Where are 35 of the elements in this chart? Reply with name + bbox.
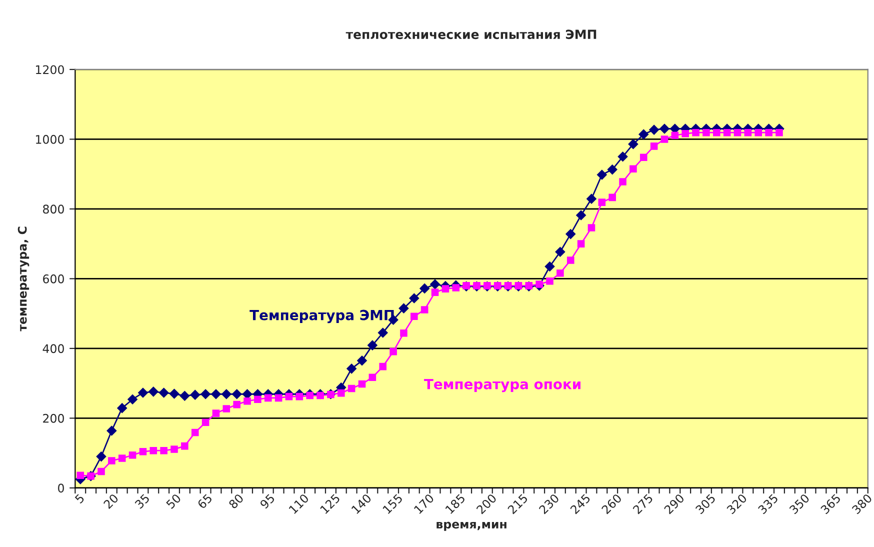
x-tick-label: 380 (851, 493, 872, 514)
x-tick-label: 5 (74, 494, 85, 504)
x-tick-label: 200 (476, 493, 498, 514)
y-tick-label: 600 (43, 274, 64, 284)
y-tick-label: 1000 (36, 134, 64, 144)
x-tick-label: 305 (694, 494, 716, 514)
y-tick-label: 800 (43, 204, 64, 214)
x-tick-label: 20 (103, 493, 119, 510)
x-tick-label: 35 (134, 494, 150, 510)
x-tick-label: 80 (228, 493, 244, 510)
x-axis-title: время,мин (436, 522, 506, 531)
x-tick-label: 170 (414, 493, 434, 514)
x-tick-label: 125 (320, 494, 340, 514)
x-tick-label: 65 (196, 494, 213, 510)
y-tick-label: 1200 (36, 65, 64, 74)
y-tick-label: 400 (42, 344, 64, 354)
x-tick-label: 365 (820, 494, 842, 514)
y-tick-label: 0 (58, 484, 64, 493)
x-tick-label: 155 (382, 494, 403, 514)
y-tick-label: 200 (43, 414, 64, 423)
x-tick-label: 95 (259, 494, 276, 510)
x-tick-label: 320 (726, 493, 748, 514)
x-tick-label: 350 (788, 493, 810, 514)
x-tick-label: 290 (664, 493, 685, 514)
x-tick-label: 110 (288, 493, 310, 514)
x-tick-label: 140 (351, 493, 372, 514)
x-tick-label: 185 (444, 494, 466, 514)
text: Температура опоки (424, 379, 580, 392)
x-tick-label: 260 (601, 493, 622, 514)
x-tick-label: 50 (166, 493, 182, 510)
y-axis-title: температура, С (18, 226, 30, 332)
chart-title: теплотехнические испытания ЭМП (346, 30, 596, 40)
x-tick-label: 335 (758, 494, 778, 514)
x-tick-label: 230 (538, 493, 560, 514)
x-tick-label: 245 (570, 494, 591, 514)
